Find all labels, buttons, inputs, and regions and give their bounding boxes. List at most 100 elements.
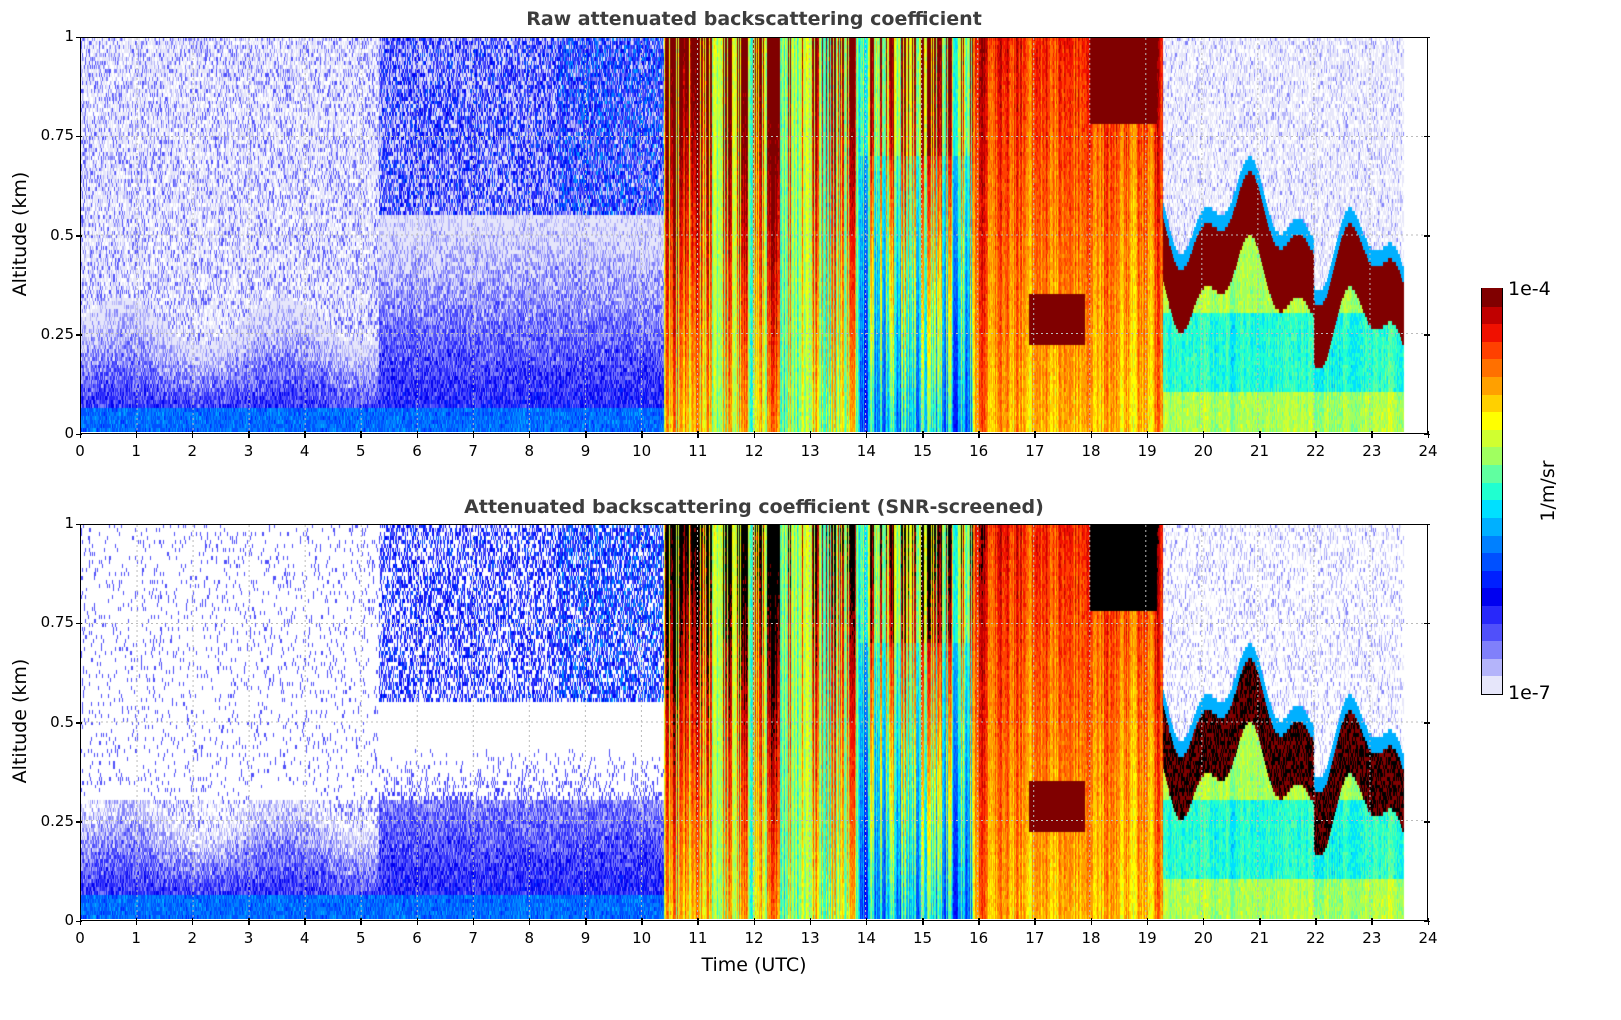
y-tick-label: 0.25 (40, 811, 74, 830)
x-axis-label: Time (UTC) (701, 954, 807, 976)
x-tick-label: 5 (356, 442, 366, 460)
x-tick-mark (248, 918, 250, 925)
x-tick-mark (472, 918, 475, 925)
colorbar-segment (1482, 657, 1502, 677)
x-tick-mark (191, 918, 194, 925)
colorbar-segment (1482, 323, 1502, 342)
y-tick-mark (76, 334, 82, 336)
colorbar-segment (1482, 481, 1502, 501)
x-tick-label: 2 (187, 929, 198, 947)
colorbar-segment (1482, 639, 1502, 659)
y-tick-mark (1424, 334, 1430, 336)
colorbar-segment (1482, 516, 1502, 536)
x-tick-mark (753, 918, 755, 925)
x-tick-label: 3 (243, 929, 254, 947)
x-tick-mark (360, 918, 362, 925)
x-tick-label: 5 (356, 929, 366, 947)
colorbar-unit-label: 1/m/sr (1537, 460, 1559, 522)
y-tick-mark (1424, 722, 1430, 724)
y-tick-label: 0.5 (50, 712, 74, 731)
x-tick-label: 20 (1193, 929, 1213, 947)
colorbar-segment (1482, 604, 1502, 624)
y-tick-mark (76, 433, 82, 435)
x-tick-mark (1146, 918, 1149, 925)
x-tick-label: 1 (131, 929, 141, 947)
x-tick-label: 19 (1137, 929, 1157, 947)
x-tick-mark (865, 431, 868, 438)
y-tick-mark (1424, 433, 1430, 435)
colorbar-min-label: 1e-7 (1508, 682, 1551, 704)
x-tick-mark (416, 431, 418, 438)
y-tick-label: 0.25 (40, 324, 74, 343)
x-tick-mark (1259, 431, 1261, 438)
y-tick-mark (1424, 235, 1430, 237)
y-tick-mark (76, 235, 82, 237)
y-tick-label: 0.5 (50, 225, 74, 244)
plot-title-screened: Attenuated backscattering coefficient (S… (464, 496, 1044, 518)
x-tick-mark (79, 431, 81, 438)
x-tick-mark (978, 918, 980, 925)
y-tick-label: 0 (64, 424, 74, 442)
x-tick-mark (1034, 431, 1036, 438)
heatmap-screened (80, 524, 1428, 921)
x-tick-mark (1315, 918, 1317, 925)
y-tick-mark (76, 135, 82, 138)
y-tick-mark (76, 523, 82, 525)
x-tick-label: 20 (1193, 442, 1213, 460)
x-tick-mark (978, 431, 980, 438)
colorbar-segment (1482, 305, 1502, 325)
x-tick-label: 13 (800, 929, 820, 947)
x-tick-mark (697, 431, 699, 438)
colorbar-segment (1482, 569, 1502, 589)
x-tick-mark (528, 918, 531, 925)
x-tick-label: 2 (187, 442, 198, 460)
x-tick-label: 4 (299, 929, 310, 947)
x-tick-mark (1371, 918, 1373, 925)
colorbar-segment (1482, 622, 1502, 642)
x-tick-label: 24 (1418, 442, 1438, 460)
x-tick-label: 19 (1137, 442, 1157, 460)
x-tick-mark (1315, 431, 1317, 438)
x-tick-label: 0 (75, 442, 85, 460)
x-tick-mark (641, 918, 643, 925)
x-tick-mark (135, 431, 138, 438)
colorbar-segment (1482, 393, 1502, 413)
x-tick-mark (1202, 918, 1205, 925)
x-tick-mark (1090, 431, 1092, 438)
x-tick-mark (585, 918, 587, 925)
x-tick-label: 22 (1306, 442, 1326, 460)
x-tick-label: 6 (412, 442, 422, 460)
y-tick-mark (1424, 920, 1430, 922)
x-tick-mark (79, 918, 81, 925)
y-tick-mark (76, 920, 82, 922)
x-tick-label: 12 (744, 929, 764, 947)
x-tick-label: 10 (632, 929, 652, 947)
x-tick-label: 10 (632, 442, 652, 460)
x-tick-label: 4 (299, 442, 310, 460)
x-tick-mark (1202, 431, 1205, 438)
heatmap-raw-canvas (81, 38, 1426, 432)
x-tick-mark (1427, 431, 1429, 438)
x-tick-mark (1427, 918, 1429, 925)
x-tick-label: 11 (688, 929, 708, 947)
x-tick-mark (1371, 431, 1373, 438)
x-tick-label: 23 (1362, 442, 1382, 460)
x-tick-mark (528, 431, 531, 438)
x-tick-label: 15 (912, 442, 933, 460)
colorbar-segment (1482, 587, 1502, 606)
x-tick-label: 1 (131, 442, 141, 460)
y-tick-label: 0 (64, 911, 74, 929)
y-tick-label: 0.75 (40, 613, 74, 632)
x-tick-mark (922, 918, 924, 925)
x-tick-label: 18 (1081, 442, 1101, 460)
y-axis-label-raw: Altitude (km) (9, 171, 31, 297)
x-tick-label: 17 (1025, 929, 1045, 947)
colorbar-segment (1482, 463, 1502, 483)
x-tick-label: 11 (688, 442, 708, 460)
x-tick-label: 8 (524, 442, 535, 460)
x-tick-mark (641, 431, 643, 438)
colorbar-segment (1482, 358, 1502, 378)
x-tick-mark (809, 918, 812, 925)
x-tick-label: 9 (580, 929, 591, 947)
x-tick-label: 7 (468, 442, 478, 460)
